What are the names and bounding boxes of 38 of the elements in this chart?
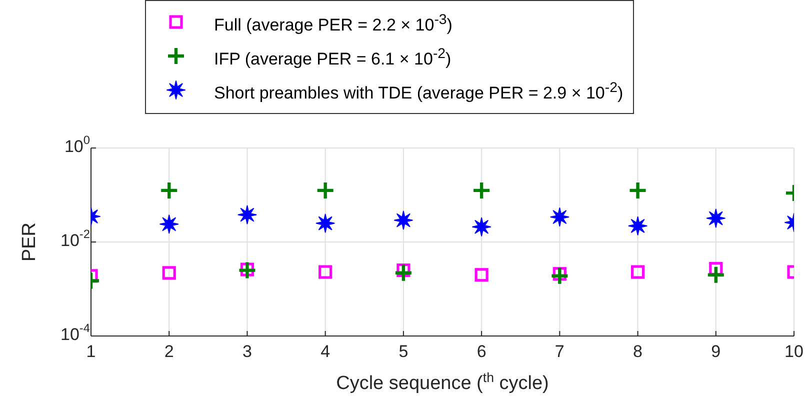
point: [160, 180, 179, 200]
x-axis-title: Cycle sequence ($^{th}$ cycle): [336, 370, 549, 394]
x-tick-label: 4: [320, 342, 330, 361]
point: [160, 214, 179, 234]
point: [628, 180, 648, 200]
x-tick-label: 2: [164, 342, 174, 361]
x-tick-label: 7: [554, 342, 564, 361]
point: [706, 208, 726, 228]
x-tick-label: 1: [86, 342, 96, 361]
legend-label: Full (average PER = 2.2 × 10$^{-3}$): [214, 12, 452, 36]
x-tick-label: 3: [242, 342, 252, 361]
point: [550, 266, 570, 286]
point: [472, 180, 492, 200]
point: [316, 214, 335, 233]
y-tick-label: 10$^{0}$: [64, 133, 90, 156]
point: [316, 180, 335, 200]
legend-label: IFP (average PER = 6.1 × 10$^{-2}$): [214, 46, 452, 70]
point: [238, 205, 257, 224]
point: [706, 265, 726, 284]
point: [472, 217, 492, 236]
x-tick-label: 8: [633, 342, 643, 361]
y-tick-label: 10$^{-2}$: [60, 227, 90, 250]
x-tick-label: 5: [398, 342, 408, 361]
point: [628, 216, 648, 236]
legend-label: Short preambles with TDE (average PER = 2.9 × 10$^{-2}$): [214, 80, 624, 104]
x-tick-label: 9: [711, 342, 721, 361]
x-tick-label: 6: [476, 342, 486, 361]
point: [474, 268, 488, 282]
point: [550, 208, 570, 227]
point: [394, 263, 414, 283]
y-axis-title: PER: [19, 222, 40, 262]
point: [238, 260, 257, 280]
y-tick-label: 10$^{-4}$: [60, 321, 90, 344]
point: [162, 266, 176, 280]
point: [318, 265, 332, 279]
x-tick-label: 10: [784, 342, 804, 361]
point: [630, 265, 645, 279]
point: [394, 210, 413, 230]
